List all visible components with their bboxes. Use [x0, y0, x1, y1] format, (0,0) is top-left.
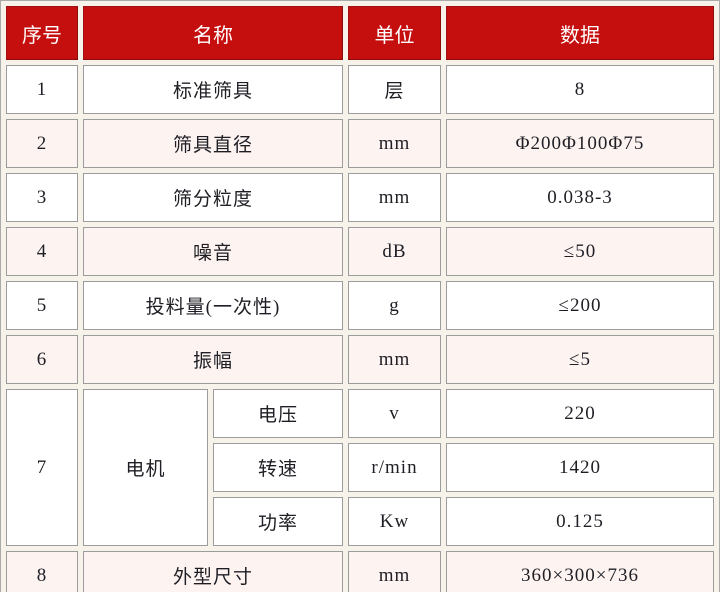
table-row: 5 投料量(一次性) g ≤200: [6, 281, 714, 330]
cell-r3-no: 3: [6, 173, 78, 222]
cell-r3-unit: mm: [348, 173, 441, 222]
table-row: 8 外型尺寸 mm 360×300×736: [6, 551, 714, 592]
cell-r1-unit: 层: [348, 65, 441, 114]
cell-r1-value: 8: [446, 65, 714, 114]
table-row: 1 标准筛具 层 8: [6, 65, 714, 114]
table-row: 6 振幅 mm ≤5: [6, 335, 714, 384]
cell-r2-unit: mm: [348, 119, 441, 168]
cell-r7b-subname: 转速: [213, 443, 343, 492]
table-row: 2 筛具直径 mm Φ200Φ100Φ75: [6, 119, 714, 168]
cell-r3-value: 0.038-3: [446, 173, 714, 222]
cell-r2-name: 筛具直径: [83, 119, 343, 168]
cell-r8-unit: mm: [348, 551, 441, 592]
cell-r5-unit: g: [348, 281, 441, 330]
cell-r8-value: 360×300×736: [446, 551, 714, 592]
cell-r5-no: 5: [6, 281, 78, 330]
cell-r1-name: 标准筛具: [83, 65, 343, 114]
cell-r2-no: 2: [6, 119, 78, 168]
cell-r7-name: 电机: [83, 389, 208, 546]
cell-r8-name: 外型尺寸: [83, 551, 343, 592]
cell-r7-no: 7: [6, 389, 78, 546]
cell-r2-value: Φ200Φ100Φ75: [446, 119, 714, 168]
header-row: 序号 名称 单位 数据: [6, 6, 714, 60]
cell-r7a-unit: v: [348, 389, 441, 438]
cell-r1-no: 1: [6, 65, 78, 114]
cell-r3-name: 筛分粒度: [83, 173, 343, 222]
header-cell-name: 名称: [83, 6, 343, 60]
header-cell-no: 序号: [6, 6, 78, 60]
cell-r4-value: ≤50: [446, 227, 714, 276]
header-cell-data: 数据: [446, 6, 714, 60]
cell-r7b-unit: r/min: [348, 443, 441, 492]
cell-r4-unit: dB: [348, 227, 441, 276]
cell-r8-no: 8: [6, 551, 78, 592]
cell-r5-name: 投料量(一次性): [83, 281, 343, 330]
cell-r7c-unit: Kw: [348, 497, 441, 546]
cell-r5-value: ≤200: [446, 281, 714, 330]
header-cell-unit: 单位: [348, 6, 441, 60]
cell-r4-name: 噪音: [83, 227, 343, 276]
table-row-motor: 7 电机 电压 v 220: [6, 389, 714, 546]
cell-r7a-value: 220: [446, 389, 714, 438]
cell-r7c-subname: 功率: [213, 497, 343, 546]
cell-r7b-value: 1420: [446, 443, 714, 492]
table-row-motor: 功率 Kw 0.125: [6, 497, 714, 546]
table-row-motor: 转速 r/min 1420: [6, 443, 714, 492]
cell-r6-value: ≤5: [446, 335, 714, 384]
cell-r7c-value: 0.125: [446, 497, 714, 546]
cell-r6-unit: mm: [348, 335, 441, 384]
cell-r7a-subname: 电压: [213, 389, 343, 438]
cell-r6-name: 振幅: [83, 335, 343, 384]
table-row: 4 噪音 dB ≤50: [6, 227, 714, 276]
table-row: 3 筛分粒度 mm 0.038-3: [6, 173, 714, 222]
cell-r4-no: 4: [6, 227, 78, 276]
cell-r6-no: 6: [6, 335, 78, 384]
